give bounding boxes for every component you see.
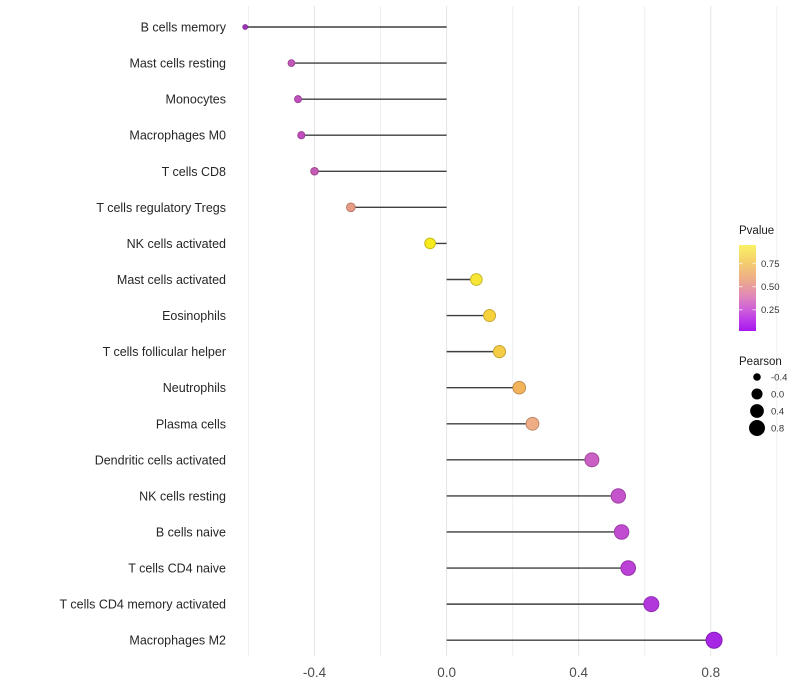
x-tick-label: 0.0 <box>437 665 456 680</box>
category-label: T cells CD4 memory activated <box>60 598 227 612</box>
x-axis-labels-layer: -0.4 0.0 0.4 0.8 <box>303 665 720 680</box>
x-tick-label: -0.4 <box>303 665 327 680</box>
pvalue-colorbar <box>739 245 756 331</box>
x-tick-label: 0.4 <box>569 665 588 680</box>
category-label: T cells follicular helper <box>103 345 226 359</box>
category-label: NK cells resting <box>139 489 226 503</box>
lollipop-point <box>620 560 637 576</box>
category-label: B cells memory <box>141 21 227 35</box>
lollipop-point <box>242 24 249 30</box>
points-layer <box>242 24 723 649</box>
lollipop-point <box>584 452 600 468</box>
pearson-legend-label: -0.4 <box>771 373 787 384</box>
lollipop-point <box>469 273 483 286</box>
pvalue-tick-label: 0.25 <box>761 305 780 316</box>
pearson-legend-dot <box>749 420 765 436</box>
category-label: Neutrophils <box>163 381 226 395</box>
lollipop-point <box>610 488 627 504</box>
category-label: T cells regulatory Tregs <box>96 201 226 215</box>
category-label: Dendritic cells activated <box>95 453 226 467</box>
pearson-legend-dot <box>753 373 761 381</box>
legends-layer: Pvalue 0.75 0.50 0.25 Pearson -0.4 0.0 0.4 0.8 <box>739 225 787 436</box>
gridlines-layer <box>248 6 778 656</box>
category-label: Eosinophils <box>162 309 226 323</box>
category-label: Mast cells activated <box>117 273 226 287</box>
category-label: Macrophages M2 <box>129 634 226 648</box>
stems-layer <box>245 26 715 641</box>
pvalue-tick-label: 0.75 <box>761 259 780 270</box>
category-label: T cells CD4 naive <box>128 562 226 576</box>
x-tick-label: 0.8 <box>701 665 720 680</box>
lollipop-point <box>705 631 723 649</box>
pearson-legend-dot <box>750 404 764 418</box>
category-label: NK cells activated <box>127 237 226 251</box>
category-label: Monocytes <box>166 93 226 107</box>
lollipop-point <box>294 95 303 104</box>
pearson-legend-title: Pearson <box>739 356 782 368</box>
category-label: Macrophages M0 <box>129 129 226 143</box>
lollipop-point <box>525 416 540 431</box>
lollipop-point <box>643 596 660 613</box>
lollipop-point <box>287 59 296 67</box>
lollipop-point <box>310 167 319 176</box>
lollipop-point <box>483 309 497 323</box>
lollipop-point <box>346 202 356 213</box>
lollipop-point <box>492 345 507 359</box>
category-labels-layer: B cells memory Mast cells resting Monocyte… <box>60 21 227 648</box>
pearson-legend-dot <box>751 388 763 400</box>
lollipop-point <box>297 131 306 140</box>
category-label: T cells CD8 <box>162 165 226 179</box>
category-label: Plasma cells <box>156 417 226 431</box>
pearson-legend-label: 0.4 <box>771 407 784 418</box>
pvalue-legend-title: Pvalue <box>739 225 774 237</box>
pearson-legend-label: 0.8 <box>771 424 784 435</box>
category-label: B cells naive <box>156 525 226 539</box>
lollipop-point <box>424 237 436 250</box>
pvalue-tick-label: 0.50 <box>761 282 780 293</box>
lollipop-point <box>512 380 527 395</box>
category-label: Mast cells resting <box>129 57 226 71</box>
pearson-legend-label: 0.0 <box>771 390 784 401</box>
lollipop-point <box>613 524 630 540</box>
